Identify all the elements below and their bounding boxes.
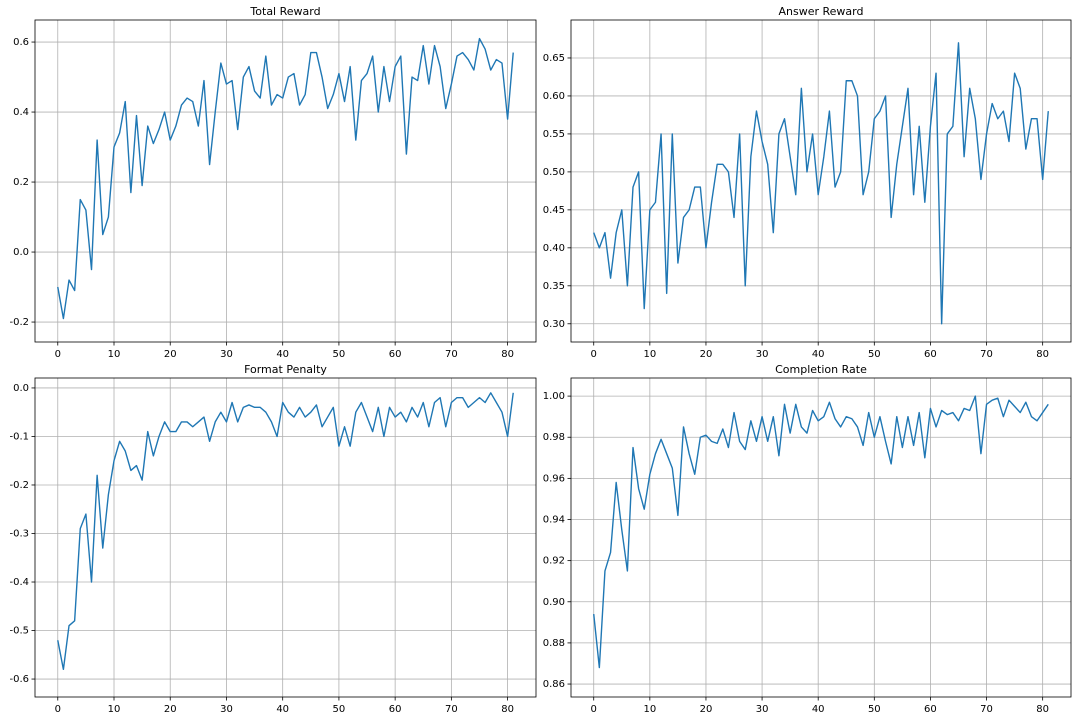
x-tick-label: 40 xyxy=(812,704,825,715)
y-tick-label: 0.88 xyxy=(543,638,565,649)
x-tick-label: 60 xyxy=(924,704,937,715)
x-tick-label: 80 xyxy=(501,704,514,715)
y-tick-label: 0.92 xyxy=(543,556,565,567)
y-tick-label: 0.2 xyxy=(13,177,29,188)
y-tick-label: 0.90 xyxy=(543,597,565,608)
subplot: Total Reward 0 10 20 30 40 50 60 70 80 -0.2 0.0 0.2 0… xyxy=(9,5,537,360)
y-tick-label: 0.96 xyxy=(543,473,565,484)
x-tick-label: 0 xyxy=(591,704,597,715)
x-tick-label: 60 xyxy=(389,349,402,360)
y-tick-label: 0.4 xyxy=(13,107,29,118)
y-tick-label: 1.00 xyxy=(543,391,565,402)
x-tick-label: 70 xyxy=(980,704,993,715)
x-tick-label: 40 xyxy=(276,349,289,360)
subplot: Answer Reward 0 10 20 30 40 50 60 70 80 0.30 0.35 0.… xyxy=(543,5,1072,360)
y-tick-label: 0.45 xyxy=(543,205,565,216)
y-tick-label: 0.35 xyxy=(543,281,565,292)
y-tick-label: 0.60 xyxy=(543,91,565,102)
y-tick-label: -0.1 xyxy=(9,431,29,442)
y-tick-label: 0.86 xyxy=(543,679,565,690)
x-tick-label: 80 xyxy=(1036,349,1049,360)
x-tick-label: 70 xyxy=(445,349,458,360)
axes-frame xyxy=(34,377,537,698)
x-tick-label: 50 xyxy=(868,704,881,715)
x-tick-label: 50 xyxy=(333,349,346,360)
y-tick-label: 0.0 xyxy=(13,247,29,258)
x-tick-label: 70 xyxy=(445,704,458,715)
x-tick-label: 60 xyxy=(924,349,937,360)
subplot-title: Total Reward xyxy=(249,5,320,18)
x-tick-label: 10 xyxy=(108,349,121,360)
x-tick-label: 80 xyxy=(1036,704,1049,715)
y-tick-label: 0.0 xyxy=(13,383,29,394)
y-tick-label: 0.94 xyxy=(543,515,565,526)
y-tick-label: -0.3 xyxy=(9,528,29,539)
x-tick-label: 30 xyxy=(220,704,233,715)
x-tick-label: 30 xyxy=(756,704,769,715)
x-tick-label: 80 xyxy=(501,349,514,360)
y-tick-label: 0.30 xyxy=(543,319,565,330)
x-tick-label: 60 xyxy=(389,704,402,715)
subplot: Completion Rate 0 10 20 30 40 50 60 70 80 0.86 0.88… xyxy=(543,363,1072,715)
x-tick-label: 70 xyxy=(980,349,993,360)
y-tick-label: -0.2 xyxy=(9,317,29,328)
x-tick-label: 0 xyxy=(591,349,597,360)
y-tick-label: 0.6 xyxy=(13,37,29,48)
x-tick-label: 20 xyxy=(700,704,713,715)
y-tick-label: -0.2 xyxy=(9,480,29,491)
x-tick-label: 10 xyxy=(643,704,656,715)
x-tick-label: 0 xyxy=(55,349,61,360)
subplot-title: Answer Reward xyxy=(779,5,864,18)
x-tick-label: 30 xyxy=(756,349,769,360)
y-tick-label: -0.6 xyxy=(9,674,29,685)
x-tick-label: 20 xyxy=(164,704,177,715)
x-tick-label: 20 xyxy=(164,349,177,360)
subplot-title: Completion Rate xyxy=(775,363,867,376)
axes-frame xyxy=(34,19,537,343)
y-tick-label: 0.50 xyxy=(543,167,565,178)
y-tick-label: 0.65 xyxy=(543,53,565,64)
y-tick-label: -0.5 xyxy=(9,626,29,637)
x-tick-label: 10 xyxy=(108,704,121,715)
subplot-title: Format Penalty xyxy=(244,363,327,376)
data-line xyxy=(57,392,514,671)
axes-frame xyxy=(570,377,1072,698)
x-tick-label: 30 xyxy=(220,349,233,360)
data-line xyxy=(593,395,1049,669)
data-line xyxy=(593,42,1049,325)
y-tick-label: 0.98 xyxy=(543,432,565,443)
x-tick-label: 0 xyxy=(55,704,61,715)
y-tick-label: 0.55 xyxy=(543,129,565,140)
y-tick-label: -0.4 xyxy=(9,577,29,588)
x-tick-label: 20 xyxy=(700,349,713,360)
x-tick-label: 10 xyxy=(643,349,656,360)
x-tick-label: 50 xyxy=(868,349,881,360)
x-tick-label: 40 xyxy=(276,704,289,715)
x-tick-label: 50 xyxy=(333,704,346,715)
x-tick-label: 40 xyxy=(812,349,825,360)
y-tick-label: 0.40 xyxy=(543,243,565,254)
subplot: Format Penalty 0 10 20 30 40 50 60 70 80 -0.6 -0.5 -… xyxy=(9,363,537,715)
data-line xyxy=(57,37,514,320)
axes-frame xyxy=(570,19,1072,343)
